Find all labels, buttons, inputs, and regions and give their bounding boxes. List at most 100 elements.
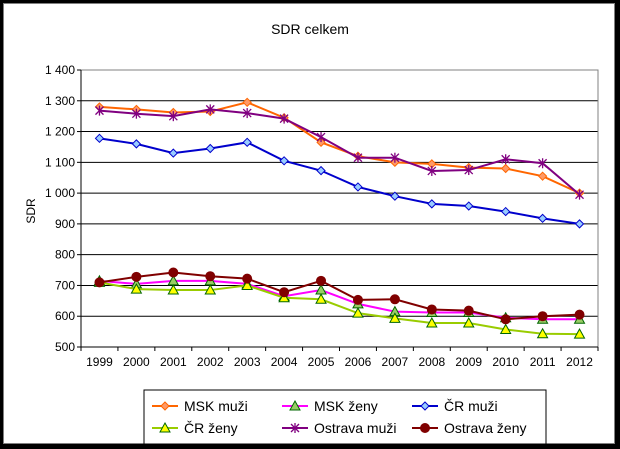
point-5-10 [463,305,474,316]
point-4-1 [131,108,141,119]
legend-item-3: ČR ženy [152,420,238,436]
point-2-1 [131,139,142,149]
chart: SDR celkem 500 600 700 800 900 1 000 1 100 1 20… [24,21,599,445]
x-tick-label-12: 2011 [530,355,556,369]
point-0-6 [316,137,326,148]
y-tick-label-0: 500 [55,340,75,354]
point-2-13 [574,219,585,229]
legend-item-5: Ostrava ženy [412,420,526,436]
point-4-10 [464,165,474,176]
x-tick-label-3: 2002 [197,355,224,369]
point-5-5 [279,287,290,298]
point-5-9 [426,304,437,315]
point-4-13 [575,189,584,200]
legend-swatch-marker-5 [420,423,430,433]
point-4-4 [242,108,252,119]
point-2-11 [500,206,511,217]
point-4-5 [279,113,289,124]
point-2-3 [205,143,215,154]
legend-swatch-marker-3 [159,421,171,433]
legend-label-4: Ostrava muži [314,420,396,436]
point-5-8 [389,294,400,305]
y-tick-label-2: 700 [55,278,75,292]
point-4-7 [353,152,363,163]
series-2 [94,133,585,229]
point-5-7 [352,294,363,305]
x-tick-label-0: 1999 [86,355,113,369]
series-4 [95,104,584,200]
point-4-3 [205,104,215,115]
chart-title: SDR celkem [271,21,349,37]
series-line-3 [99,281,580,336]
point-3-7 [352,307,364,318]
point-2-0 [94,133,105,144]
point-2-4 [242,137,252,148]
point-4-2 [168,111,178,122]
x-tick-label-10: 2009 [455,355,482,369]
point-4-8 [390,152,400,163]
point-2-7 [353,182,363,192]
legend-swatch-marker-0 [160,401,170,411]
y-axis-label: SDR [24,198,38,224]
point-4-11 [501,154,511,165]
legend-box [143,389,547,445]
series-5 [94,267,585,325]
point-2-6 [316,165,326,176]
legend-item-0: MSK muži [152,398,248,414]
point-3-13 [573,328,586,339]
legend-swatch-marker-1 [289,399,301,411]
point-0-12 [537,171,548,181]
point-4-0 [95,105,104,116]
point-4-6 [316,132,326,143]
series-line-0 [99,101,580,195]
point-3-6 [315,293,327,304]
legend-label-1: MSK ženy [314,398,378,414]
legend-label-2: ČR muži [444,398,498,414]
legend-label-0: MSK muži [184,398,248,414]
series-line-5 [99,271,580,321]
point-3-1 [130,283,143,294]
x-tick-label-13: 2012 [566,355,593,369]
y-tick-label-4: 900 [55,217,75,231]
x-tick-label-4: 2003 [234,355,261,369]
x-tick-label-6: 2005 [308,355,335,369]
legend-item-4: Ostrava muži [282,420,396,436]
point-4-9 [427,165,437,176]
x-tick-label-9: 2008 [418,355,445,369]
point-5-2 [168,267,179,278]
chart-frame: SDR celkem 500 600 700 800 900 1 000 1 100 1 20… [3,3,615,445]
x-tick-label-2: 2001 [160,355,187,369]
point-3-5 [278,291,290,303]
point-0-11 [500,163,511,174]
y-tick-label-8: 1 300 [45,94,75,108]
legend-item-1: MSK ženy [282,398,378,414]
point-4-12 [538,158,548,169]
legend-item-2: ČR muži [412,398,498,414]
point-3-8 [389,312,401,323]
point-2-9 [427,199,437,209]
point-2-12 [537,213,548,224]
point-2-5 [279,156,289,166]
series-line-4 [99,108,581,196]
point-2-8 [390,191,400,201]
point-3-11 [499,323,512,334]
y-tick-label-5: 1 000 [45,186,75,200]
y-tick-label-1: 600 [55,309,75,323]
point-3-12 [536,327,549,339]
legend-label-3: ČR ženy [184,420,238,436]
x-tick-label-11: 2010 [492,355,519,369]
legend-swatch-marker-4 [290,423,300,433]
y-tick-label-3: 800 [55,248,75,262]
point-3-4 [241,279,254,290]
point-5-13 [574,309,585,320]
point-3-3 [204,284,217,295]
point-3-10 [462,316,475,328]
point-5-0 [94,277,105,288]
point-5-1 [131,271,142,282]
x-tick-label-8: 2007 [382,355,409,369]
point-5-4 [242,273,253,284]
legend-label-5: Ostrava ženy [444,420,526,436]
point-3-9 [425,316,438,328]
point-0-4 [242,97,252,108]
y-tick-label-6: 1 100 [45,155,75,169]
